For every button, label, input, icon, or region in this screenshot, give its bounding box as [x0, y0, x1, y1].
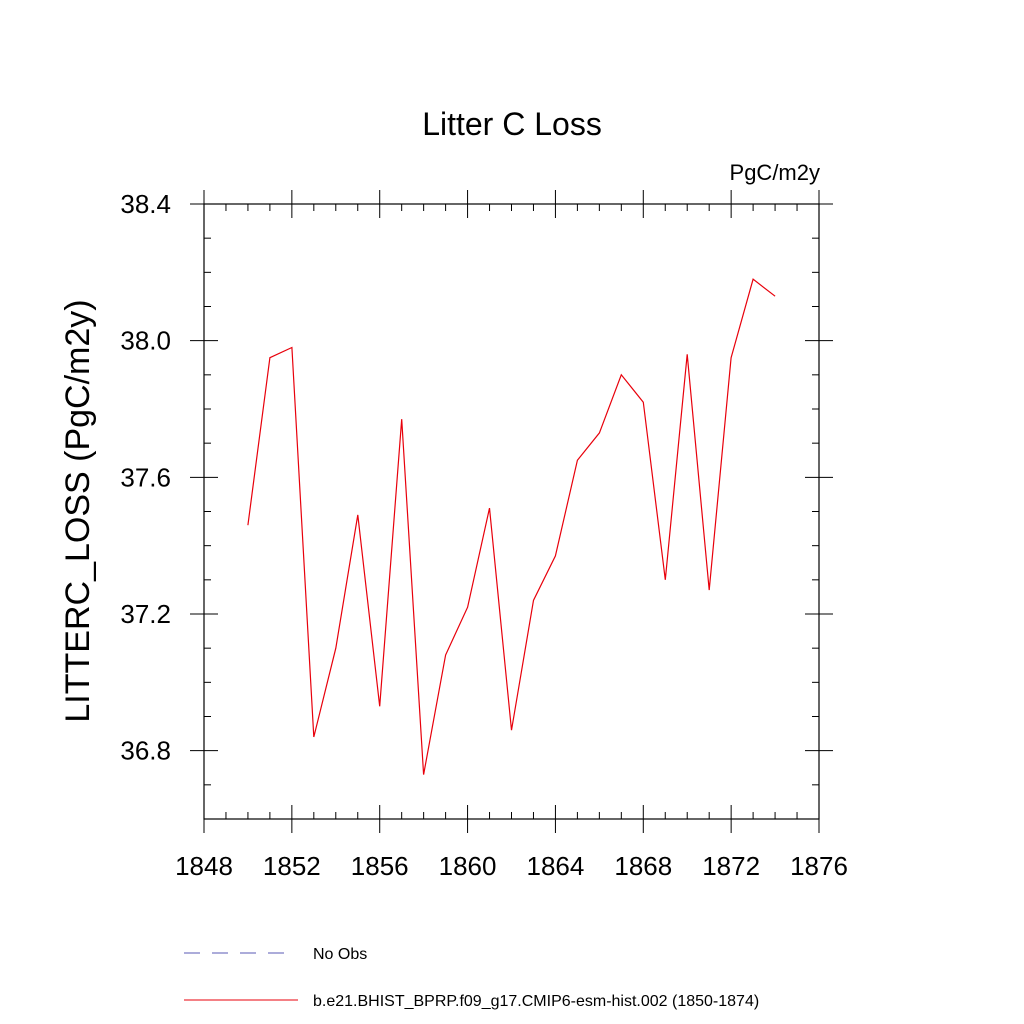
- axis-ticks: [190, 190, 833, 833]
- x-tick-label: 1852: [263, 851, 321, 881]
- y-tick-label: 37.2: [120, 599, 171, 629]
- y-tick-label: 38.4: [120, 189, 171, 219]
- y-tick-label: 38.0: [120, 326, 171, 356]
- x-tick-label: 1872: [702, 851, 760, 881]
- x-tick-label: 1860: [439, 851, 497, 881]
- tick-labels: 1848 1852 1856 1860 1864 1868 1872 1876 36.8 37.2…: [120, 189, 848, 881]
- series-layer: [247, 278, 776, 775]
- x-tick-label: 1848: [175, 851, 233, 881]
- series-line: [247, 278, 776, 775]
- legend-label-model: b.e21.BHIST_BPRP.f09_g17.CMIP6-esm-hist.…: [313, 993, 759, 1010]
- y-tick-label: 36.8: [120, 736, 171, 766]
- x-tick-label: 1876: [790, 851, 848, 881]
- legend-label-no-obs: No Obs: [313, 946, 367, 963]
- x-tick-label: 1868: [614, 851, 672, 881]
- chart-title: Litter C Loss: [422, 106, 602, 142]
- x-tick-label: 1856: [351, 851, 409, 881]
- legend: No Obs b.e21.BHIST_BPRP.f09_g17.CMIP6-es…: [184, 946, 759, 1010]
- y-tick-label: 37.6: [120, 462, 171, 492]
- y-axis-label: LITTERC_LOSS (PgC/m2y): [59, 299, 97, 722]
- units-label: PgC/m2y: [730, 160, 820, 185]
- plot-frame: [203, 203, 820, 820]
- x-tick-label: 1864: [527, 851, 585, 881]
